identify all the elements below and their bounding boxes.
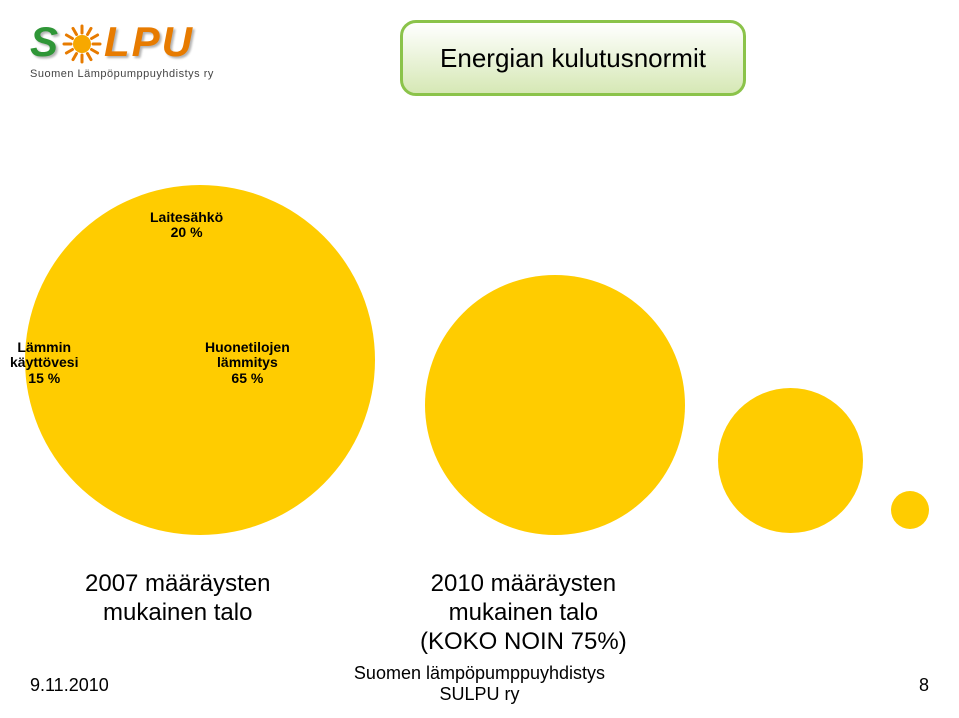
caption-line: mukainen talo: [449, 599, 598, 626]
caption-line: 2010 määräysten: [431, 570, 616, 597]
pie-chart-2: [425, 275, 685, 535]
caption-2010: 2010 määräysten mukainen talo (KOKO NOIN…: [420, 570, 627, 656]
footer-center: Suomen lämpöpumppuyhdistys SULPU ry: [0, 663, 959, 706]
caption-line: mukainen talo: [103, 599, 252, 626]
pie-label-heating: Huonetilojenlämmitys65 %: [205, 340, 290, 386]
logo-row: S LPU: [30, 18, 214, 66]
footer-line: SULPU ry: [439, 684, 519, 704]
title-box: Energian kulutusnormit: [400, 20, 746, 96]
logo-letter-s: S: [30, 18, 60, 66]
caption-line: (KOKO NOIN 75%): [420, 628, 627, 655]
logo-subtitle: Suomen Lämpöpumppuyhdistys ry: [30, 68, 214, 80]
footer-page: 8: [919, 675, 929, 696]
pie-chart-3: [718, 388, 863, 533]
caption-2007: 2007 määräysten mukainen talo: [85, 570, 270, 628]
logo-letter-rest: LPU: [104, 18, 194, 66]
logo: S LPU Suomen Lämpöpumppuyhdistys ry: [30, 18, 214, 80]
title-text: Energian kulutusnormit: [440, 43, 706, 74]
logo-sun-icon: [62, 24, 102, 64]
footer-line: Suomen lämpöpumppuyhdistys: [354, 663, 605, 683]
pie-label-electricity: Laitesähkö20 %: [150, 210, 223, 241]
caption-line: 2007 määräysten: [85, 570, 270, 597]
chart-area: Huonetilojenlämmitys65 % Lämminkäyttövesi…: [0, 180, 959, 620]
pie-label-water: Lämminkäyttövesi15 %: [10, 340, 78, 386]
pie-chart-4: [891, 491, 929, 529]
